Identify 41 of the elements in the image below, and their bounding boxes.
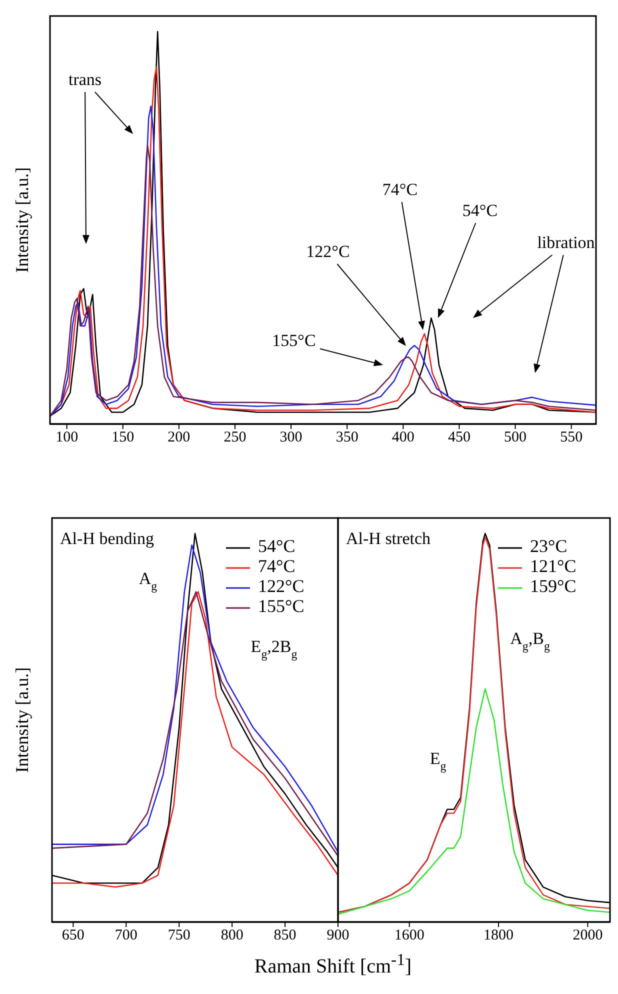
legend-label: 159°C xyxy=(530,576,576,596)
x-tick-label: 550 xyxy=(560,430,583,446)
x-tick-label: 750 xyxy=(168,928,190,944)
x-tick-label: 300 xyxy=(280,430,302,446)
annotation: A$_{g}$,B$_{g}$ xyxy=(510,628,550,653)
y-axis-title: Intensity [a.u.] xyxy=(12,167,32,273)
x-tick-label: 450 xyxy=(448,430,470,446)
x-tick-label: 400 xyxy=(392,430,414,446)
x-axis-title: Raman Shift [cm$^{-1}$] xyxy=(253,950,413,979)
x-tick-label: 500 xyxy=(504,430,527,446)
annotation: 155°C xyxy=(272,330,316,350)
legend-label: 122°C xyxy=(258,576,304,596)
x-tick-label: 200 xyxy=(168,430,190,446)
x-tick-label: 150 xyxy=(112,430,134,446)
annotation: A$_{g}$ xyxy=(138,568,158,593)
x-tick-label: 250 xyxy=(224,430,246,446)
annotation: 74°C xyxy=(382,180,418,199)
x-tick-label: 2000 xyxy=(572,928,603,944)
x-tick-label: 1800 xyxy=(484,928,514,944)
annotation: Al-H stretch xyxy=(346,528,431,548)
legend-label: 74°C xyxy=(258,556,296,576)
x-tick-label: 350 xyxy=(336,430,358,446)
x-tick-label: 850 xyxy=(274,928,296,944)
legend-label: 23°C xyxy=(530,536,568,556)
x-tick-label: 650 xyxy=(62,928,84,944)
annotation: Al-H bending xyxy=(60,528,154,548)
annotation: trans xyxy=(68,70,102,89)
legend-label: 155°C xyxy=(258,596,304,616)
annotation: E$_{g}$,2B$_{g}$ xyxy=(250,636,298,661)
x-tick-label: 100 xyxy=(56,430,78,446)
y-axis-title: Intensity [a.u.] xyxy=(12,667,32,773)
x-tick-label: 800 xyxy=(220,928,244,944)
annotation: 122°C xyxy=(306,242,350,261)
legend-label: 121°C xyxy=(530,556,576,576)
x-tick-label: 700 xyxy=(114,928,138,944)
legend-label: 54°C xyxy=(258,536,296,556)
x-tick-label: 900 xyxy=(326,928,350,944)
x-tick-label: 1600 xyxy=(394,928,424,944)
annotation: libration xyxy=(537,232,596,252)
annotation: 54°C xyxy=(462,200,498,220)
annotation: E$_{g}$ xyxy=(430,748,446,773)
